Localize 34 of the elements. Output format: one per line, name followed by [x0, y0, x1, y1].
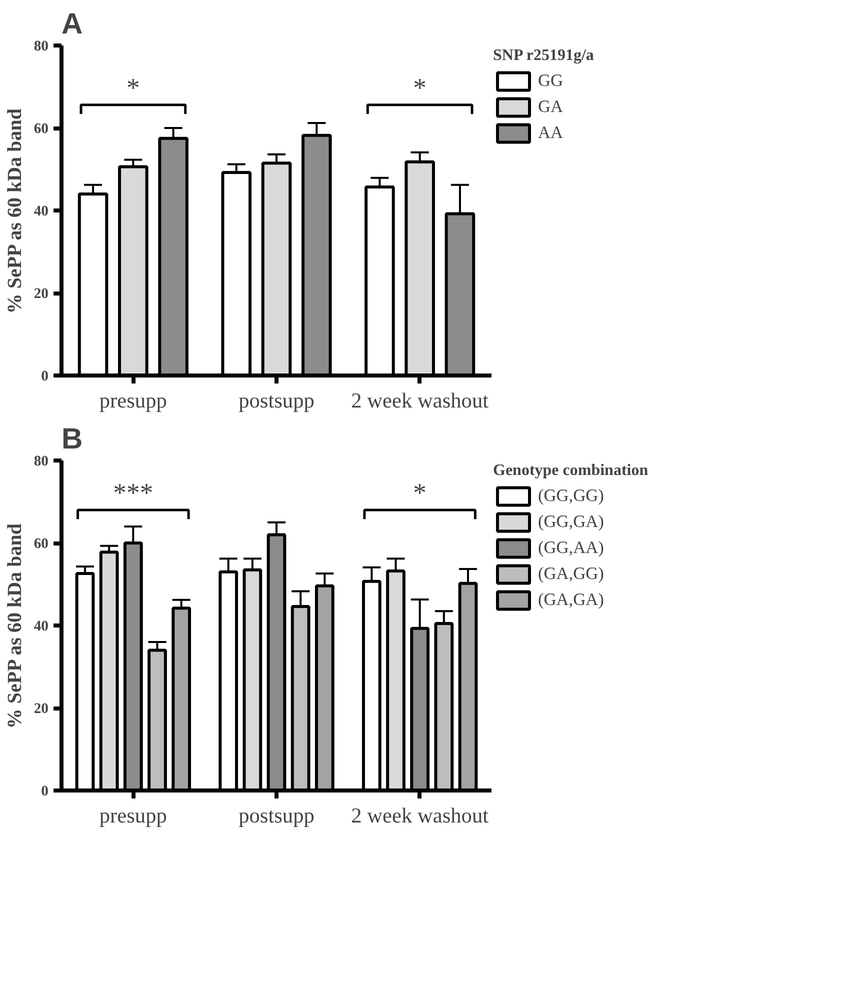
legend-label: (GA,GA) — [538, 590, 604, 610]
x-tick-label: 2 week washout — [351, 804, 489, 828]
x-tick-label: 2 week washout — [351, 388, 489, 412]
x-tick-label: presupp — [99, 804, 167, 828]
legend-label: (GG,GA) — [538, 512, 604, 532]
y-tick-label: 40 — [34, 204, 48, 220]
annotation: *** — [113, 478, 154, 508]
y-tick-label: 60 — [34, 121, 48, 137]
y-axis-title: % SePP as 60 kDa band — [4, 524, 26, 729]
legend-label: (GG,GG) — [538, 486, 604, 506]
y-axis-title: % SePP as 60 kDa band — [4, 108, 26, 314]
legend-label: (GG,AA) — [538, 538, 604, 558]
legend-label: (GA,GG) — [538, 564, 604, 584]
legend-title: SNP r25191g/a — [493, 47, 594, 65]
y-tick-label: 80 — [34, 454, 48, 470]
legend-label: GA — [538, 97, 564, 117]
y-tick-label: 20 — [34, 286, 48, 302]
x-tick-label: postsupp — [238, 388, 314, 412]
legend-label: AA — [538, 123, 564, 143]
y-tick-label: 20 — [34, 701, 48, 717]
y-tick-label: 40 — [34, 618, 48, 634]
annotation: * — [126, 72, 140, 102]
y-tick-label: 80 — [34, 38, 48, 54]
y-tick-label: 0 — [41, 784, 48, 800]
legend-title: Genotype combination — [493, 462, 648, 480]
chart-title: B — [62, 422, 83, 456]
x-tick-label: presupp — [99, 388, 167, 412]
y-tick-label: 0 — [41, 368, 48, 384]
annotation: * — [413, 72, 426, 102]
annotation: * — [413, 478, 426, 508]
y-tick-label: 60 — [34, 536, 48, 552]
x-tick-label: postsupp — [238, 804, 314, 828]
legend-label: GG — [538, 71, 564, 91]
chart-title: A — [62, 8, 83, 40]
